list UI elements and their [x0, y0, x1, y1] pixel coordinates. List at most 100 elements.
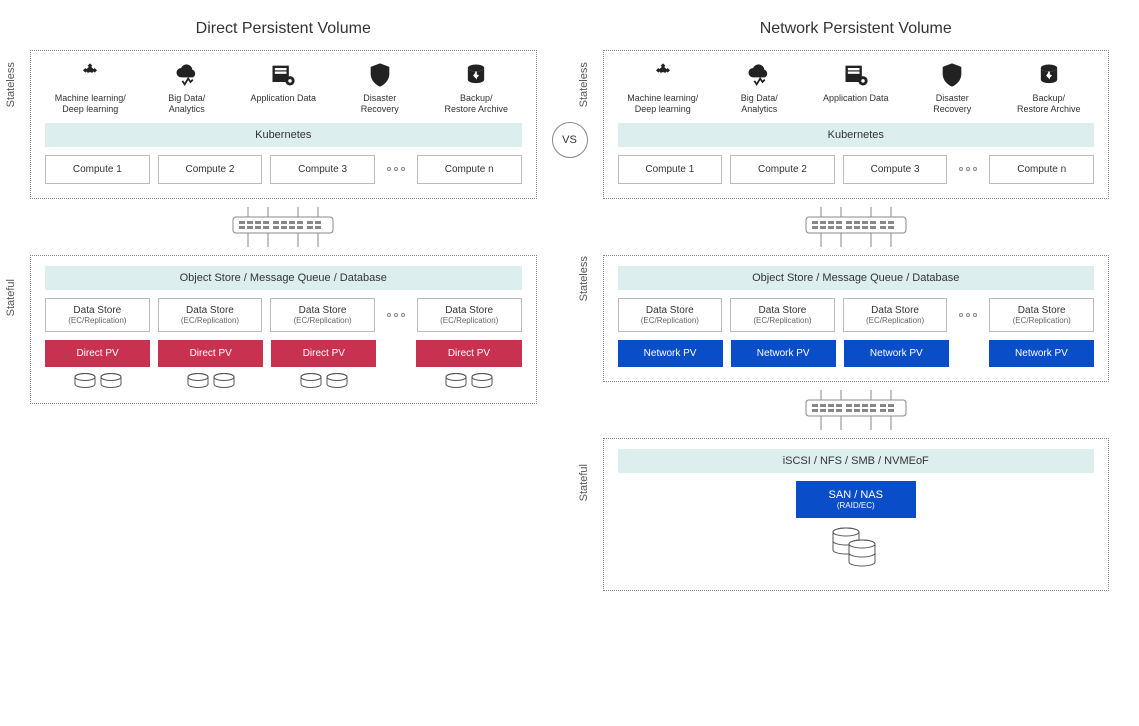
appdata-item: Application Data	[811, 61, 902, 115]
ellipsis	[383, 167, 409, 171]
backup-label: Backup/Restore Archive	[1017, 93, 1081, 115]
workload-icons: Machine learning/Deep learning Big Data/…	[45, 61, 522, 115]
backup-icon	[1035, 61, 1063, 89]
bigdata-icon	[173, 61, 201, 89]
disaster-item: DisasterRecovery	[335, 61, 426, 115]
backup-item: Backup/Restore Archive	[1004, 61, 1095, 115]
compute-2: Compute 2	[730, 155, 835, 184]
appdata-item: Application Data	[238, 61, 329, 115]
datastore-2: Data Store(EC/Replication)	[158, 298, 263, 332]
direct-pv-2: Direct PV	[158, 340, 263, 367]
appdata-icon	[842, 61, 870, 89]
datastore-1: Data Store(EC/Replication)	[618, 298, 723, 332]
storage-disks-icon	[618, 526, 1095, 576]
disaster-label: DisasterRecovery	[933, 93, 971, 115]
workload-icons: Machine learning/Deep learning Big Data/…	[618, 61, 1095, 115]
ellipsis	[383, 313, 409, 317]
kubernetes-bar: Kubernetes	[45, 123, 522, 147]
ml-item: Machine learning/Deep learning	[618, 61, 709, 115]
network-switch-icon	[786, 390, 926, 430]
objectstore-bar: Object Store / Message Queue / Database	[618, 266, 1095, 290]
network-pv-column: Network Persistent Volume Stateless Mach…	[603, 20, 1110, 591]
ml-label: Machine learning/Deep learning	[627, 93, 698, 115]
left-stateful-section: Stateful Object Store / Message Queue / …	[30, 255, 537, 404]
san-title: SAN / NAS	[812, 489, 900, 501]
right-title: Network Persistent Volume	[760, 20, 952, 38]
datastore-3: Data Store(EC/Replication)	[270, 298, 375, 332]
network-switch-icon	[213, 207, 353, 247]
san-sub: (RAID/EC)	[812, 501, 900, 510]
left-stateless-section: Stateless Machine learning/Deep learning…	[30, 50, 537, 199]
ellipsis	[955, 313, 981, 317]
ellipsis	[955, 167, 981, 171]
stateful-label: Stateful	[5, 279, 17, 316]
kubernetes-bar: Kubernetes	[618, 123, 1095, 147]
compute-3: Compute 3	[843, 155, 948, 184]
direct-pv-1: Direct PV	[45, 340, 150, 367]
comparison-diagram: Direct Persistent Volume Stateless Machi…	[30, 20, 1109, 591]
bigdata-label: Big Data/Analytics	[741, 93, 778, 115]
bigdata-icon	[745, 61, 773, 89]
disks-1	[45, 373, 150, 389]
backup-item: Backup/Restore Archive	[431, 61, 522, 115]
disks-3	[271, 373, 376, 389]
stateless-label: Stateless	[578, 62, 590, 107]
compute-3: Compute 3	[270, 155, 375, 184]
bigdata-item: Big Data/Analytics	[142, 61, 233, 115]
appdata-label: Application Data	[823, 93, 889, 104]
direct-pv-n: Direct PV	[416, 340, 521, 367]
backup-icon	[462, 61, 490, 89]
stateless-label: Stateless	[578, 256, 590, 301]
network-switch-icon	[786, 207, 926, 247]
network-pv-2: Network PV	[731, 340, 836, 367]
network-pv-3: Network PV	[844, 340, 949, 367]
left-title: Direct Persistent Volume	[196, 20, 371, 38]
appdata-icon	[269, 61, 297, 89]
compute-row: Compute 1 Compute 2 Compute 3 Compute n	[618, 155, 1095, 184]
direct-pv-3: Direct PV	[271, 340, 376, 367]
protocol-bar: iSCSI / NFS / SMB / NVMEoF	[618, 449, 1095, 473]
network-pv-row: Network PV Network PV Network PV Network…	[618, 340, 1095, 367]
datastore-2: Data Store(EC/Replication)	[730, 298, 835, 332]
compute-row: Compute 1 Compute 2 Compute 3 Compute n	[45, 155, 522, 184]
compute-n: Compute n	[417, 155, 522, 184]
ml-icon	[649, 61, 677, 89]
compute-1: Compute 1	[618, 155, 723, 184]
bigdata-label: Big Data/Analytics	[168, 93, 205, 115]
vs-separator: VS	[552, 20, 588, 260]
network-pv-1: Network PV	[618, 340, 723, 367]
disaster-icon	[938, 61, 966, 89]
network-pv-n: Network PV	[989, 340, 1094, 367]
stateless-label: Stateless	[5, 62, 17, 107]
objectstore-bar: Object Store / Message Queue / Database	[45, 266, 522, 290]
disks-2	[158, 373, 263, 389]
right-stateless-mid: Stateless Object Store / Message Queue /…	[603, 255, 1110, 382]
vs-badge: VS	[552, 122, 588, 158]
ml-item: Machine learning/Deep learning	[45, 61, 136, 115]
disaster-label: DisasterRecovery	[361, 93, 399, 115]
direct-pv-column: Direct Persistent Volume Stateless Machi…	[30, 20, 537, 404]
right-stateful: Stateful iSCSI / NFS / SMB / NVMEoF SAN …	[603, 438, 1110, 591]
compute-2: Compute 2	[158, 155, 263, 184]
direct-pv-row: Direct PV Direct PV Direct PV Direct PV	[45, 340, 522, 367]
disk-row	[45, 373, 522, 389]
disaster-icon	[366, 61, 394, 89]
compute-n: Compute n	[989, 155, 1094, 184]
ml-icon	[76, 61, 104, 89]
ml-label: Machine learning/Deep learning	[55, 93, 126, 115]
backup-label: Backup/Restore Archive	[444, 93, 508, 115]
appdata-label: Application Data	[250, 93, 316, 104]
disks-n	[416, 373, 521, 389]
datastore-n: Data Store(EC/Replication)	[989, 298, 1094, 332]
bigdata-item: Big Data/Analytics	[714, 61, 805, 115]
datastore-row: Data Store(EC/Replication) Data Store(EC…	[45, 298, 522, 332]
datastore-row: Data Store(EC/Replication) Data Store(EC…	[618, 298, 1095, 332]
stateful-label: Stateful	[578, 464, 590, 501]
datastore-n: Data Store(EC/Replication)	[417, 298, 522, 332]
compute-1: Compute 1	[45, 155, 150, 184]
datastore-1: Data Store(EC/Replication)	[45, 298, 150, 332]
right-stateless-top: Stateless Machine learning/Deep learning…	[603, 50, 1110, 199]
disaster-item: DisasterRecovery	[907, 61, 998, 115]
datastore-3: Data Store(EC/Replication)	[843, 298, 948, 332]
san-nas-box: SAN / NAS (RAID/EC)	[796, 481, 916, 518]
